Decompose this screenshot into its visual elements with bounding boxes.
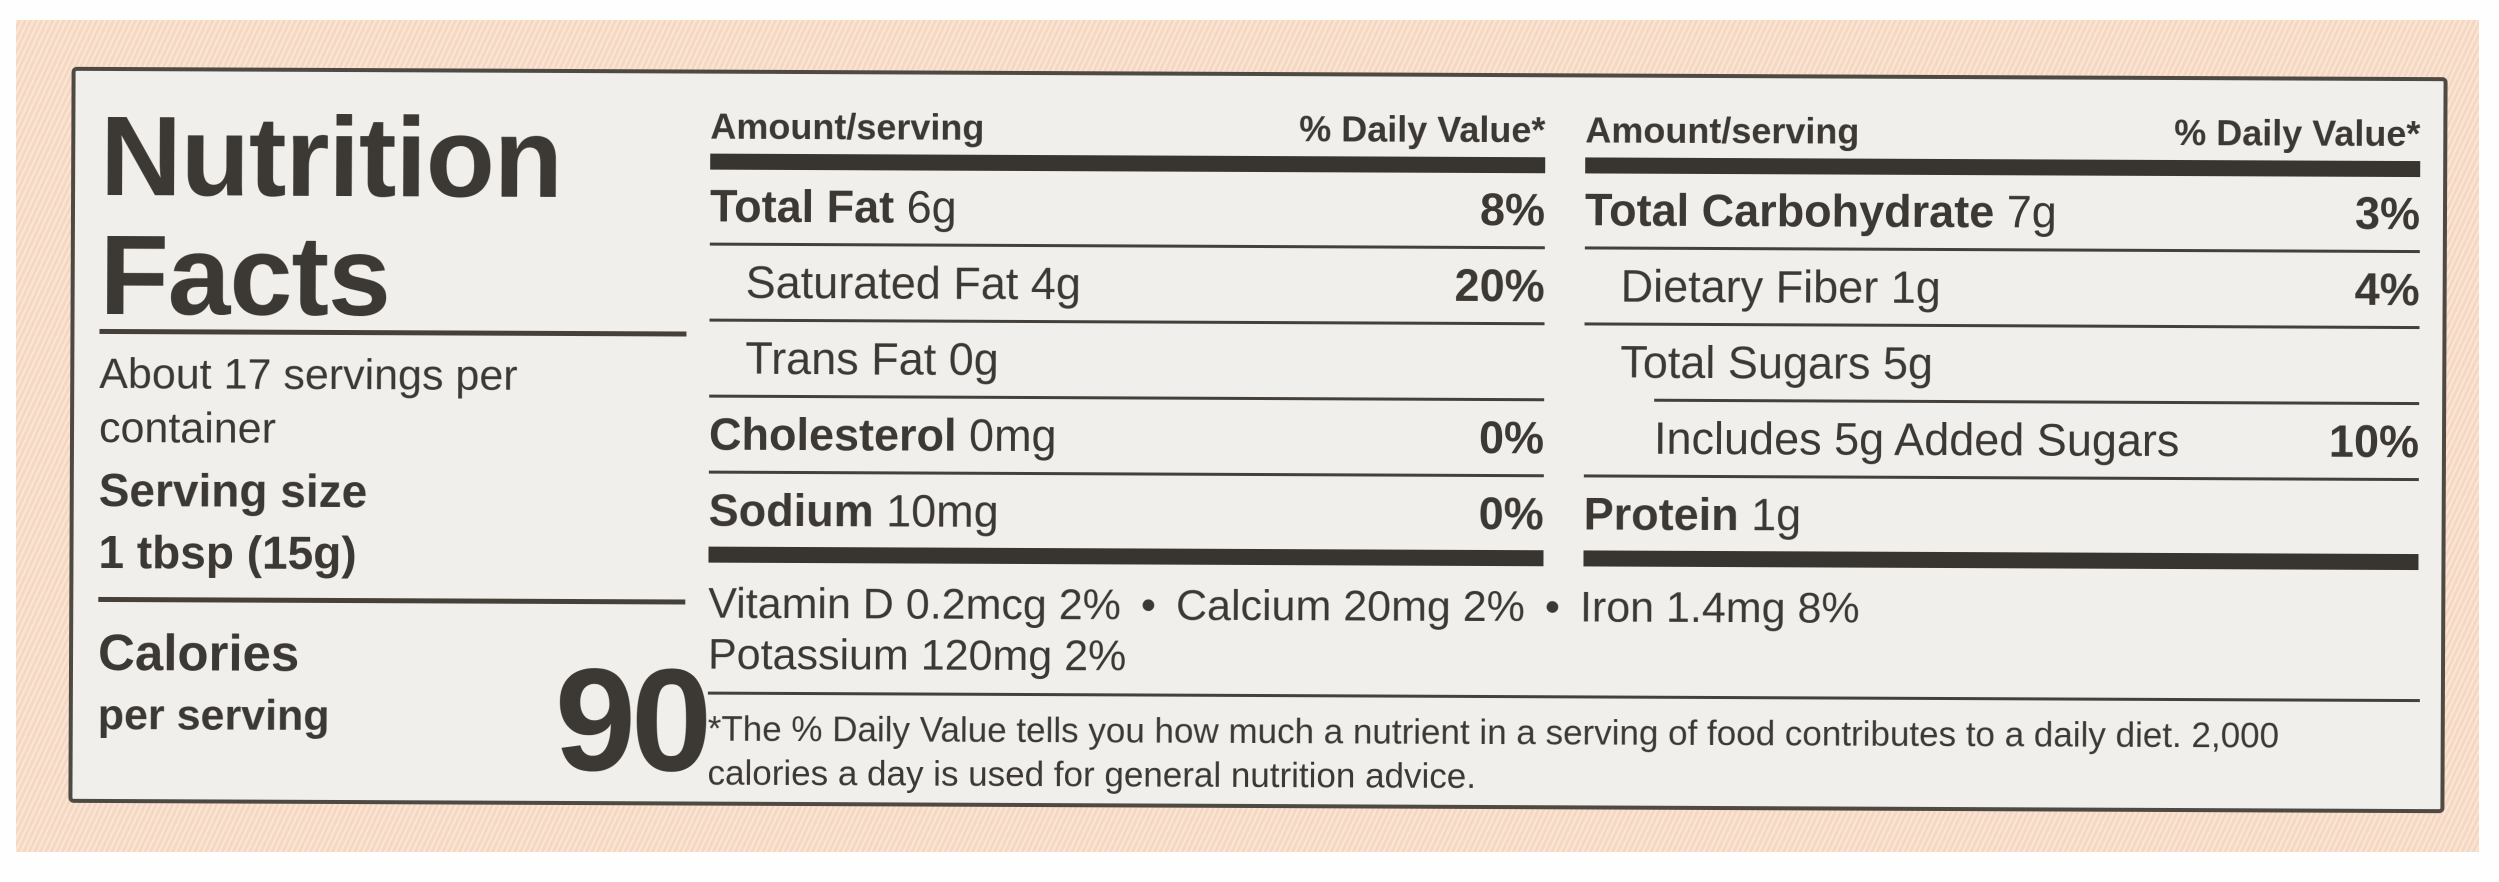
daily-value: 3% <box>2354 187 2421 239</box>
daily-value-header: % Daily Value* <box>1299 108 1546 151</box>
daily-value: 8% <box>1479 183 1546 235</box>
daily-value: 0% <box>1478 411 1545 463</box>
column-header: Amount/serving % Daily Value* <box>1585 99 2420 161</box>
nutrient-row-trans-fat: Trans Fat 0g <box>745 332 999 385</box>
nutrient-column-left: Amount/serving % Daily Value* Total Fat … <box>708 96 1545 567</box>
nutrient-row-total-fat: Total Fat 6g 8% <box>709 180 1546 235</box>
nutrient-row-total-sugars: Total Sugars 5g <box>1620 336 1934 389</box>
serving-size-value: 1 tbsp (15g) <box>98 525 357 580</box>
daily-value-header: % Daily Value* <box>2174 111 2421 155</box>
nutrient-row-cholesterol: Cholesterol 0mg 0% <box>708 408 1545 463</box>
nutrient-row-protein: Protein 1g <box>1583 487 1802 540</box>
amount-serving-header: Amount/serving <box>1585 109 1860 152</box>
thick-bar <box>708 546 1544 567</box>
calories-sublabel: per serving <box>97 690 330 740</box>
nutrient-row-added-sugars: Includes 5g Added Sugars 10% <box>1653 412 2420 467</box>
daily-value: 10% <box>2328 415 2420 467</box>
vitamin-d-value: Vitamin D 0.2mcg 2% <box>708 579 1122 630</box>
nutrient-row-saturated-fat: Saturated Fat 4g 20% <box>745 256 1545 311</box>
serving-divider-rule <box>98 596 686 605</box>
bullet-separator: • <box>1140 581 1157 630</box>
iron-value: Iron 1.4mg 8% <box>1579 583 1860 633</box>
nutrient-row-total-carbohydrate: Total Carbohydrate 7g 3% <box>1584 183 2421 239</box>
column-header: Amount/serving % Daily Value* <box>710 96 1545 158</box>
calories-value: 90 <box>554 637 708 802</box>
servings-per-container: About 17 servings per container <box>98 349 518 453</box>
label-title: Nutrition Facts <box>99 92 563 340</box>
daily-value: 20% <box>1454 259 1545 311</box>
thick-bar <box>1583 550 2419 571</box>
micronutrients-line1: Vitamin D 0.2mcg 2% • Calcium 20mg 2% • Iron… <box>708 579 2420 637</box>
label-title-line2: Facts <box>99 211 391 340</box>
nutrient-row-sodium: Sodium 10mg 0% <box>708 484 1544 539</box>
footnote-line2: calories a day is used for general nutri… <box>707 753 1477 796</box>
daily-value: 4% <box>2354 263 2420 315</box>
amount-serving-header: Amount/serving <box>710 105 985 148</box>
potassium-value: Potassium 120mg 2% <box>707 630 1127 681</box>
calcium-value: Calcium 20mg 2% <box>1175 581 1526 632</box>
bullet-separator: • <box>1544 583 1561 632</box>
serving-size-label: Serving size <box>98 463 368 518</box>
daily-value: 0% <box>1478 487 1544 539</box>
calories-label: Calories <box>97 623 300 682</box>
micronutrients: Vitamin D 0.2mcg 2% • Calcium 20mg 2% • Iron… <box>708 579 2420 688</box>
footnote-line1: *The % Daily Value tells you how much a … <box>707 709 2280 756</box>
nutrition-facts-label: Nutrition Facts About 17 servings per co… <box>68 66 2448 814</box>
daily-value-footnote: *The % Daily Value tells you how much a … <box>707 708 2423 803</box>
nutrient-column-right: Amount/serving % Daily Value* Total Carb… <box>1583 99 2421 571</box>
nutrient-row-dietary-fiber: Dietary Fiber 1g 4% <box>1620 260 2420 315</box>
label-title-line1: Nutrition <box>99 92 563 221</box>
footnote-divider-rule <box>707 691 2420 703</box>
